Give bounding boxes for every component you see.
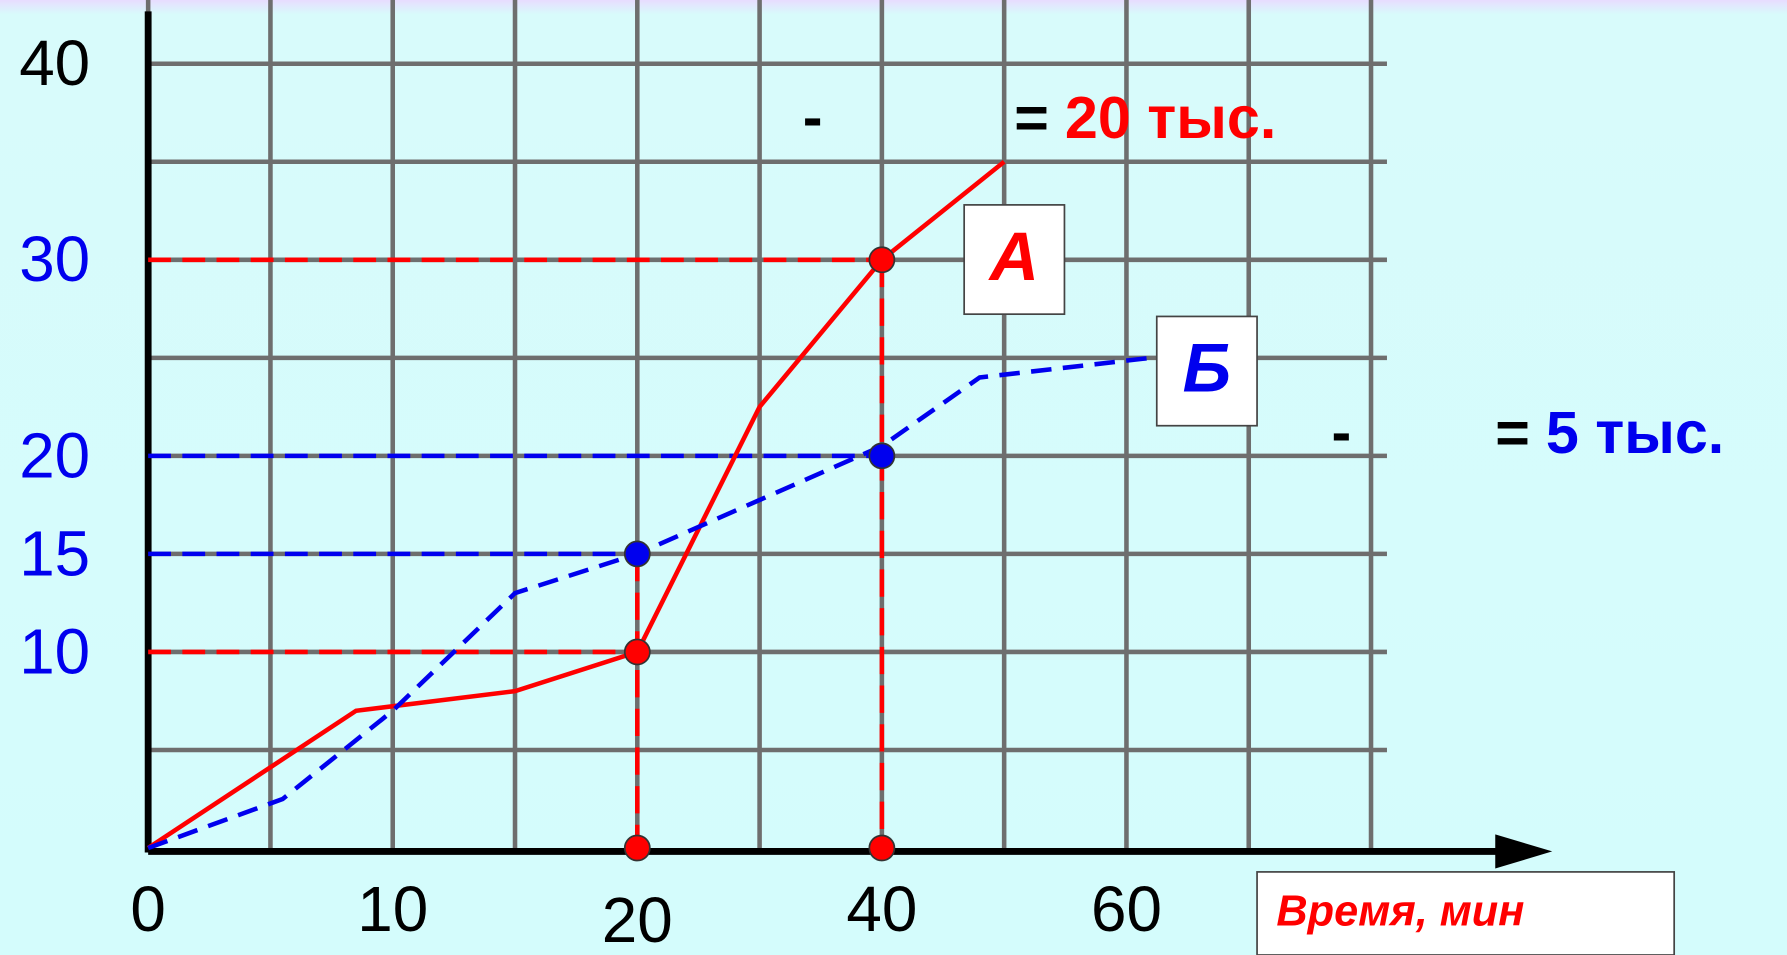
y-tick-label: 10 [19,615,90,687]
x-tick-label: 0 [130,873,165,945]
marker [623,540,651,568]
series-label: Б [1183,330,1231,406]
legend-text: = 20 тыс. [1014,83,1276,150]
legend-eq: = [1014,83,1049,150]
x-tick-label: 60 [1091,873,1162,945]
x-tick-label: 10 [357,873,428,945]
legend-dash: - [1332,399,1352,466]
y-tick-label: 15 [19,517,90,589]
marker [868,246,896,274]
legend-value: 5 тыс. [1546,399,1724,466]
marker [623,834,651,862]
series-label-box [1155,315,1258,427]
y-tick-label: 30 [19,223,90,295]
marker [623,638,651,666]
marker [868,834,896,862]
line-series [147,355,1152,851]
series-label: А [988,219,1039,295]
legend-eq: = [1495,399,1530,466]
y-tick-label: 40 [19,27,90,99]
series-label-box [963,204,1066,316]
x-axis-label: Время, мин [1276,887,1524,935]
x-tick-label: 40 [846,873,917,945]
x-axis-arrow [1495,834,1553,869]
legend-text: = 5 тыс. [1495,399,1724,466]
x-label-box [1256,871,1676,955]
marker [868,442,896,470]
y-tick-label: 20 [19,419,90,491]
x-tick-label: 20 [602,884,673,955]
legend-value: 20 тыс. [1065,83,1276,150]
legend-dash: - [803,83,823,150]
